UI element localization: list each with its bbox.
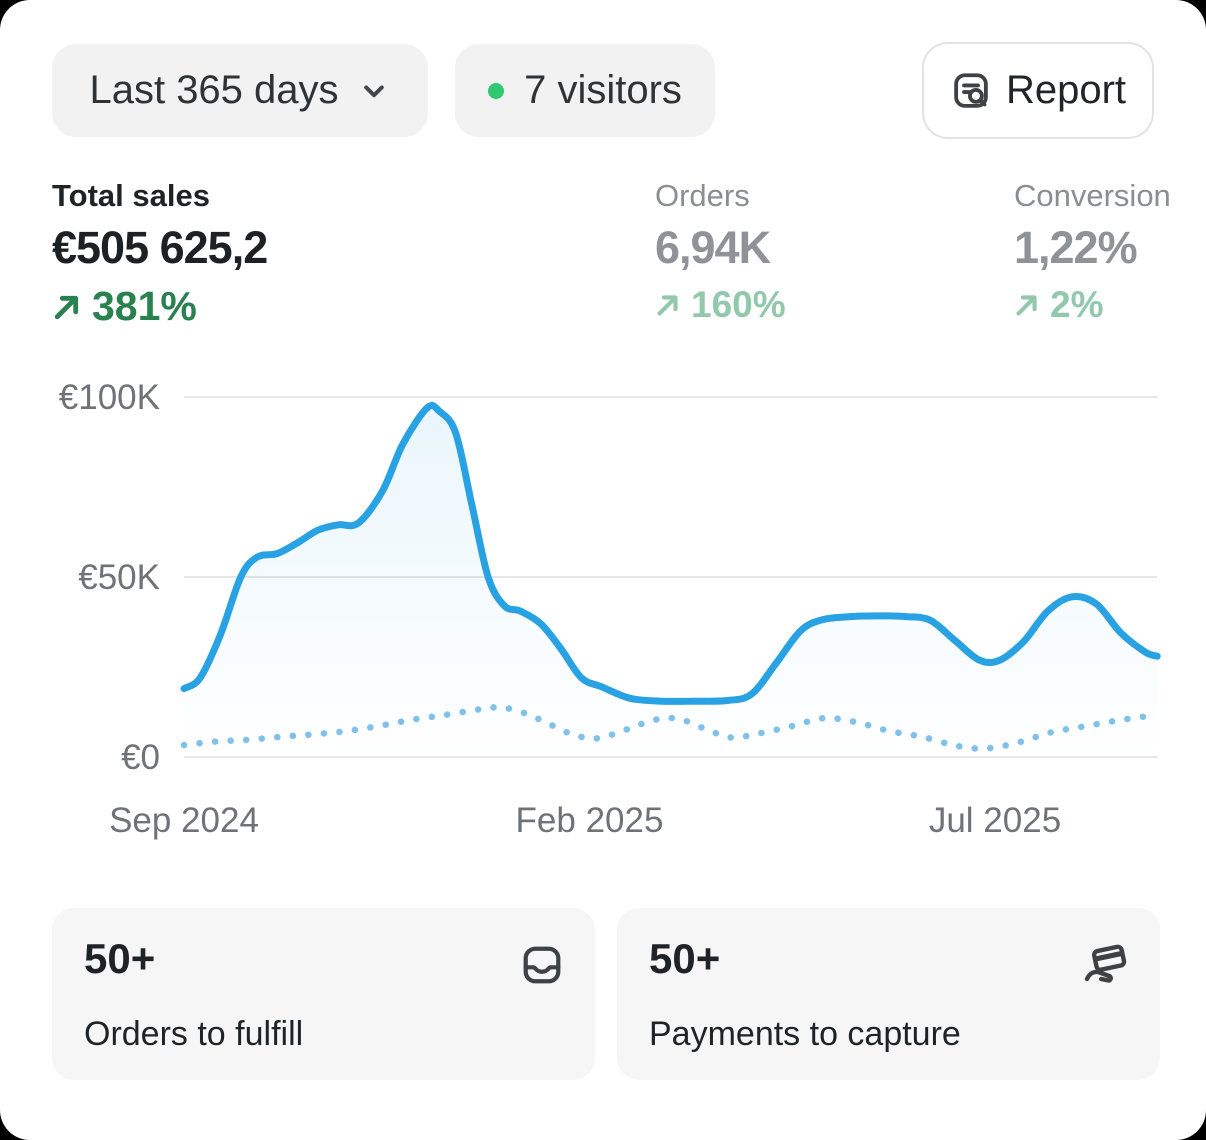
metric-orders[interactable]: Orders 6,94K 160% (655, 180, 786, 323)
metric-value: 6,94K (655, 222, 771, 273)
report-icon (954, 72, 988, 108)
metric-value: 1,22% (1014, 222, 1138, 273)
y-axis-tick-label: €0 (121, 738, 160, 777)
metric-conversion[interactable]: Conversion 1,22% 2% (1014, 180, 1171, 323)
sales-chart: €100K €50K €0 Sep 2024 Feb 2025 Jul 2025 (59, 378, 1161, 840)
current-period-line (180, 401, 1161, 705)
previous-period-line (180, 703, 1153, 752)
arrow-up-right-icon (657, 294, 678, 316)
metric-delta-value: 381% (92, 283, 197, 329)
x-axis-tick-label: Feb 2025 (516, 801, 664, 840)
x-axis-tick-label: Jul 2025 (929, 801, 1061, 840)
current-period-area (184, 405, 1158, 757)
metric-delta-value: 160% (691, 284, 786, 325)
live-visitors-badge[interactable]: 7 visitors (455, 44, 715, 137)
date-range-selector[interactable]: Last 365 days (52, 44, 428, 137)
hand-card-icon (1084, 944, 1127, 983)
payments-to-capture-card[interactable]: 50+ Payments to capture (617, 908, 1160, 1080)
metric-value: €505 625,2 (52, 222, 268, 273)
inbox-tray-icon (523, 946, 561, 984)
x-axis-tick-label: Sep 2024 (109, 801, 259, 840)
card-count: 50+ (84, 935, 156, 982)
metric-total-sales[interactable]: Total sales €505 625,2 381% (52, 178, 268, 327)
live-visitors-label: 7 visitors (524, 68, 682, 112)
orders-to-fulfill-card[interactable]: 50+ Orders to fulfill (52, 908, 595, 1080)
metric-label: Conversion (1014, 178, 1171, 213)
metric-delta-value: 2% (1050, 284, 1104, 325)
live-visitors-dot-icon (488, 82, 505, 99)
card-label: Payments to capture (649, 1015, 961, 1053)
card-label: Orders to fulfill (84, 1015, 304, 1053)
arrow-up-right-icon (1016, 294, 1037, 316)
metric-label: Orders (655, 178, 750, 213)
arrow-up-right-icon (54, 295, 79, 319)
metric-delta: 2% (1014, 286, 1171, 323)
metric-delta: 160% (655, 286, 786, 323)
y-axis-tick-label: €100K (59, 378, 160, 417)
report-button-label: Report (1005, 68, 1127, 112)
metric-label: Total sales (52, 178, 210, 213)
metric-delta: 381% (52, 286, 267, 327)
card-count: 50+ (649, 935, 721, 982)
chevron-down-icon (363, 84, 384, 97)
y-axis-tick-label: €50K (78, 558, 160, 597)
date-range-label: Last 365 days (89, 68, 339, 112)
report-button[interactable]: Report (922, 42, 1154, 139)
